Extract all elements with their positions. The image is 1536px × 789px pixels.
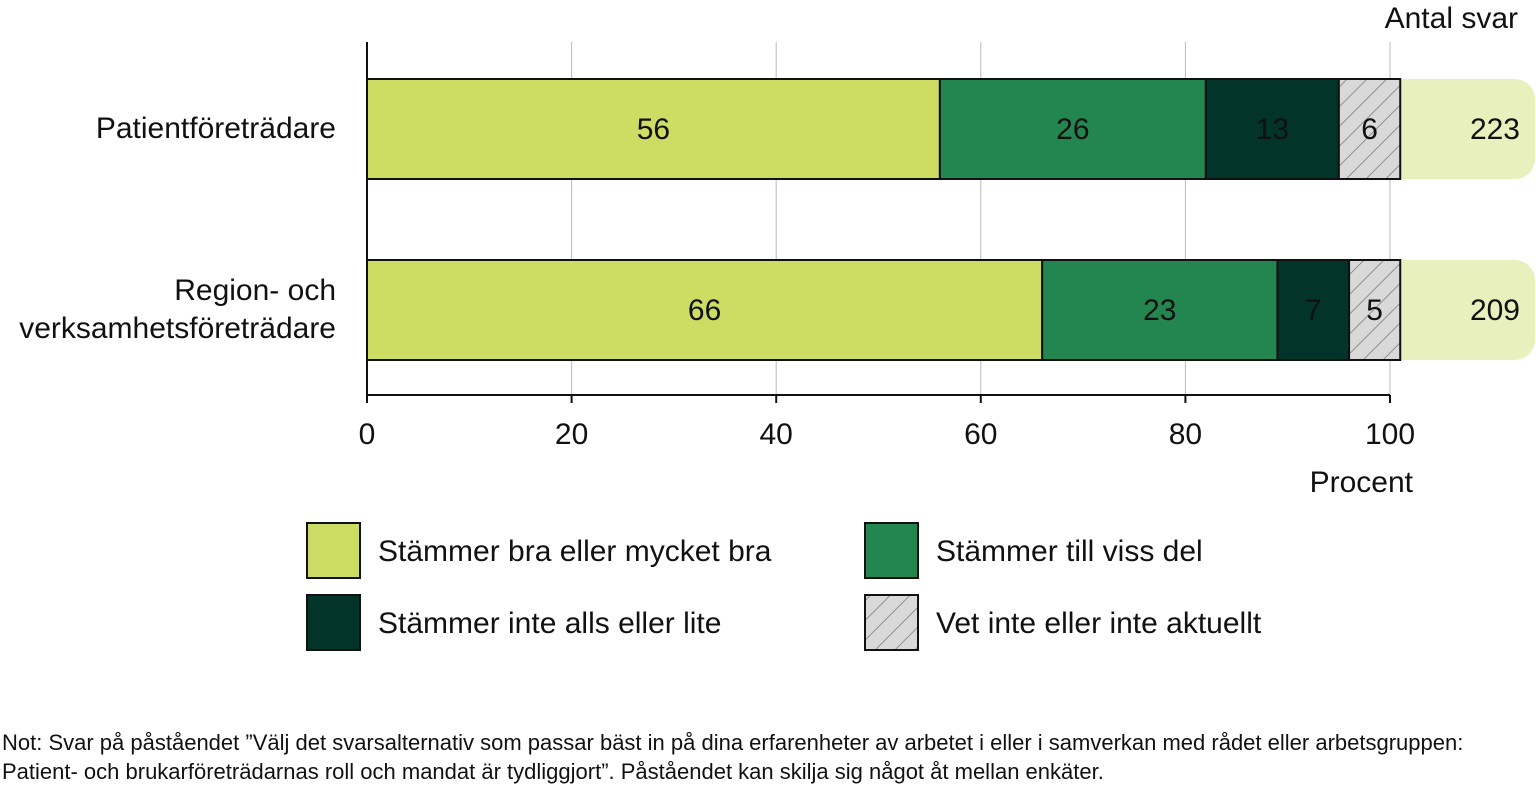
x-tick-label: 0 [359,418,376,451]
note: Not: Svar på påståendet ”Välj det svarsa… [2,730,1464,784]
count-header: Antal svar [1385,2,1518,35]
value-label: 66 [688,294,721,327]
x-tick-label: 80 [1169,418,1202,451]
legend-label: Stämmer till viss del [936,535,1203,568]
legend-label: Stämmer inte alls eller lite [378,607,721,640]
bar-segment [366,78,941,180]
x-tick-label: 40 [760,418,793,451]
bar-segment [1348,259,1402,361]
count-label: 223 [1470,113,1520,146]
value-label: 5 [1366,294,1383,327]
value-label: 26 [1056,113,1089,146]
value-label: 6 [1361,113,1378,146]
value-label: 56 [637,113,670,146]
bar-segment [1337,78,1402,180]
count-box [1392,79,1535,179]
count-label: 209 [1470,294,1520,327]
x-tick-label: 20 [555,418,588,451]
legend-swatch [306,522,361,579]
legend-swatch [864,522,919,579]
x-tick-label: 100 [1365,418,1415,451]
x-tick-label: 60 [964,418,997,451]
x-axis-label: Procent [1310,466,1414,499]
value-label: 7 [1305,294,1322,327]
bar-segment [1204,78,1340,180]
bar-segment [938,78,1207,180]
category-label: Patientföreträdare [95,112,336,145]
category-label: Region- och verksamhetsföreträdare [19,274,336,345]
bar-segment [1041,259,1279,361]
legend-swatch [306,594,361,651]
bar-segment [366,259,1044,361]
legend-label: Stämmer bra eller mycket bra [378,535,772,568]
count-box [1392,260,1535,360]
legend-label: Vet inte eller inte aktuellt [936,607,1262,640]
value-label: 13 [1256,113,1289,146]
value-label: 23 [1143,294,1176,327]
legend-swatch [864,594,919,651]
